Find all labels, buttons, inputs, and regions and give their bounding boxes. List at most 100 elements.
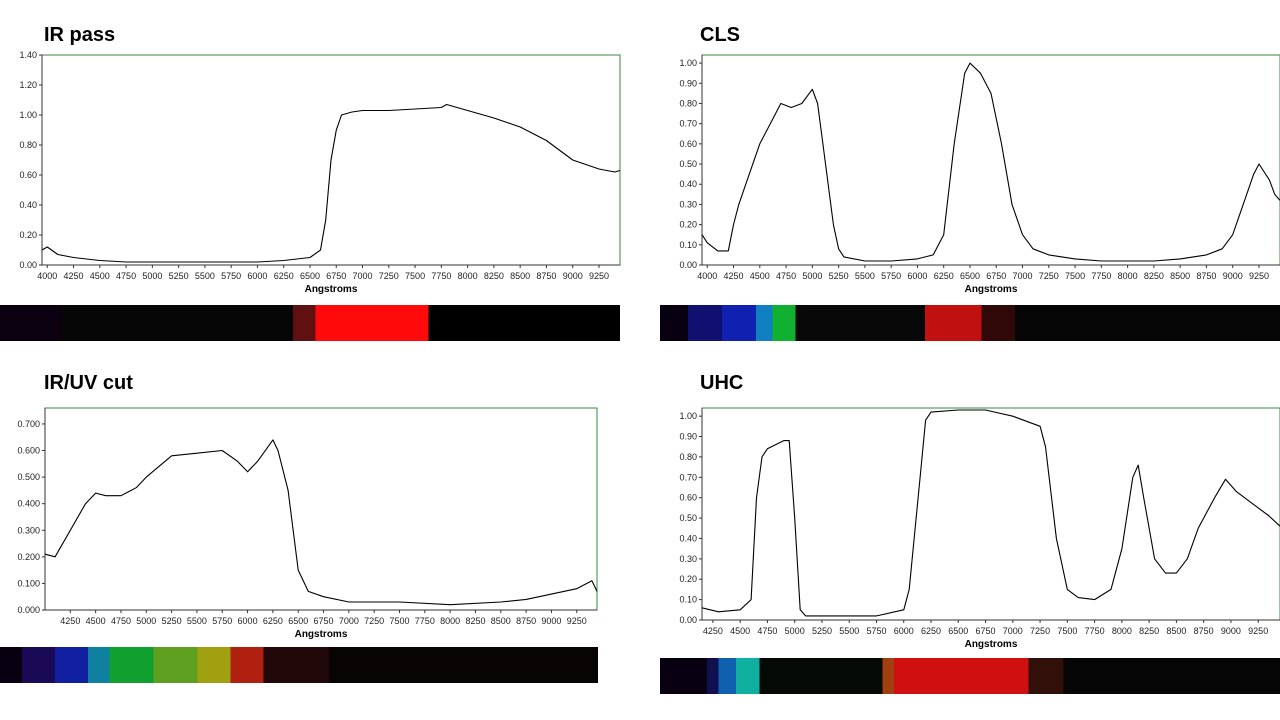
x-tick-label: 9250 <box>567 616 587 626</box>
y-tick-label: 0.50 <box>679 159 697 169</box>
ir-pass-transmission-chart: 0.00 0.20 0.40 0.60 0.80 1.00 1.20 1.40 4000 4250… <box>19 50 621 295</box>
ir-uv-cut-transmission-chart: 0.000 0.100 0.200 0.300 0.400 0.500 0.600 0.700… <box>17 407 598 640</box>
x-tick-label: 8250 <box>484 271 504 281</box>
y-tick-label: 0.70 <box>679 119 697 129</box>
x-tick-label: 8500 <box>491 616 511 626</box>
x-tick-label: 7500 <box>389 616 409 626</box>
y-tick-label: 0.70 <box>679 472 697 482</box>
y-tick-label: 0.40 <box>679 179 697 189</box>
y-tick-label: 0.60 <box>679 493 697 503</box>
plot-frame <box>701 54 1280 266</box>
x-tick-label: 9250 <box>589 271 609 281</box>
x-tick-label: 7750 <box>1091 271 1111 281</box>
chart-title-cls: CLS <box>700 24 740 46</box>
y-tick-label: 0.50 <box>679 513 697 523</box>
x-tick-label: 7250 <box>364 616 384 626</box>
y-tick-label: 0.30 <box>679 199 697 209</box>
y-tick-label: 0.80 <box>679 98 697 108</box>
y-tick-label: 0.20 <box>19 230 37 240</box>
y-tick-label: 1.00 <box>679 411 697 421</box>
x-tick-label: 5750 <box>866 626 886 636</box>
x-tick-label: 5250 <box>162 616 182 626</box>
y-tick-label: 0.20 <box>679 574 697 584</box>
x-tick-label: 7250 <box>379 271 399 281</box>
x-axis-title: Angstroms <box>965 284 1018 295</box>
y-tick-label: 0.90 <box>679 78 697 88</box>
x-axis-title: Angstroms <box>305 284 358 295</box>
x-tick-label: 4000 <box>37 271 57 281</box>
x-tick-label: 8250 <box>1144 271 1164 281</box>
x-tick-label: 9000 <box>1223 271 1243 281</box>
y-tick-label: 0.60 <box>679 139 697 149</box>
x-tick-label: 4750 <box>776 271 796 281</box>
x-tick-label: 8000 <box>1112 626 1132 636</box>
x-axis-title: Angstroms <box>295 629 348 640</box>
chart-title-uhc: UHC <box>700 372 744 394</box>
x-tick-label: 4250 <box>703 626 723 636</box>
x-tick-label: 6000 <box>907 271 927 281</box>
x-tick-label: 5000 <box>136 616 156 626</box>
x-tick-label: 6750 <box>986 271 1006 281</box>
y-tick-label: 0.600 <box>17 446 40 456</box>
x-tick-label: 7750 <box>1085 626 1105 636</box>
x-tick-label: 8000 <box>458 271 478 281</box>
y-tick-label: 0.00 <box>679 260 697 270</box>
x-tick-label: 7500 <box>405 271 425 281</box>
x-tick-label: 4250 <box>64 271 84 281</box>
x-tick-label: 6750 <box>314 616 334 626</box>
x-tick-label: 8750 <box>1196 271 1216 281</box>
x-tick-label: 4000 <box>697 271 717 281</box>
x-tick-label: 5000 <box>142 271 162 281</box>
x-tick-label: 9250 <box>1249 271 1269 281</box>
cls-transmission-chart: 0.00 0.10 0.20 0.30 0.40 0.50 0.60 0.70 0.80 0.90… <box>679 54 1280 295</box>
x-tick-label: 9250 <box>1248 626 1268 636</box>
x-tick-label: 8750 <box>516 616 536 626</box>
chart-title-ir-pass: IR pass <box>44 24 116 46</box>
x-tick-label: 4750 <box>111 616 131 626</box>
x-tick-label: 4500 <box>86 616 106 626</box>
y-tick-label: 0.20 <box>679 220 697 230</box>
x-tick-label: 6250 <box>934 271 954 281</box>
x-tick-label: 5750 <box>221 271 241 281</box>
y-tick-label: 0.80 <box>679 452 697 462</box>
x-tick-label: 8000 <box>1118 271 1138 281</box>
x-tick-label: 7250 <box>1030 626 1050 636</box>
y-tick-label: 0.100 <box>17 578 40 588</box>
y-tick-label: 1.40 <box>19 50 37 60</box>
y-tick-label: 1.00 <box>19 110 37 120</box>
transmission-curve <box>701 409 1280 617</box>
x-tick-label: 5000 <box>802 271 822 281</box>
x-tick-label: 6000 <box>247 271 267 281</box>
x-tick-label: 5750 <box>881 271 901 281</box>
x-tick-label: 6500 <box>288 616 308 626</box>
y-tick-label: 0.300 <box>17 525 40 535</box>
x-tick-label: 5250 <box>829 271 849 281</box>
y-tick-label: 0.500 <box>17 472 40 482</box>
cls-spectrum-strip <box>660 305 1280 341</box>
x-tick-label: 6250 <box>274 271 294 281</box>
y-tick-label: 0.10 <box>679 595 697 605</box>
x-tick-label: 6000 <box>894 626 914 636</box>
x-tick-label: 8500 <box>510 271 530 281</box>
x-tick-label: 7000 <box>1003 626 1023 636</box>
x-tick-label: 4250 <box>724 271 744 281</box>
x-tick-label: 4750 <box>757 626 777 636</box>
x-tick-label: 7250 <box>1039 271 1059 281</box>
x-tick-label: 7000 <box>353 271 373 281</box>
x-tick-label: 4500 <box>730 626 750 636</box>
x-tick-label: 4500 <box>750 271 770 281</box>
x-tick-label: 6250 <box>263 616 283 626</box>
x-tick-label: 5500 <box>195 271 215 281</box>
x-tick-label: 8250 <box>465 616 485 626</box>
transmission-curve <box>701 62 1280 262</box>
x-tick-label: 9000 <box>563 271 583 281</box>
x-tick-label: 9000 <box>541 616 561 626</box>
x-tick-label: 7500 <box>1057 626 1077 636</box>
x-tick-label: 7000 <box>339 616 359 626</box>
x-tick-label: 5500 <box>839 626 859 636</box>
x-tick-label: 6750 <box>976 626 996 636</box>
x-tick-label: 8750 <box>536 271 556 281</box>
x-tick-label: 4250 <box>60 616 80 626</box>
x-tick-label: 8750 <box>1194 626 1214 636</box>
x-tick-label: 7500 <box>1065 271 1085 281</box>
